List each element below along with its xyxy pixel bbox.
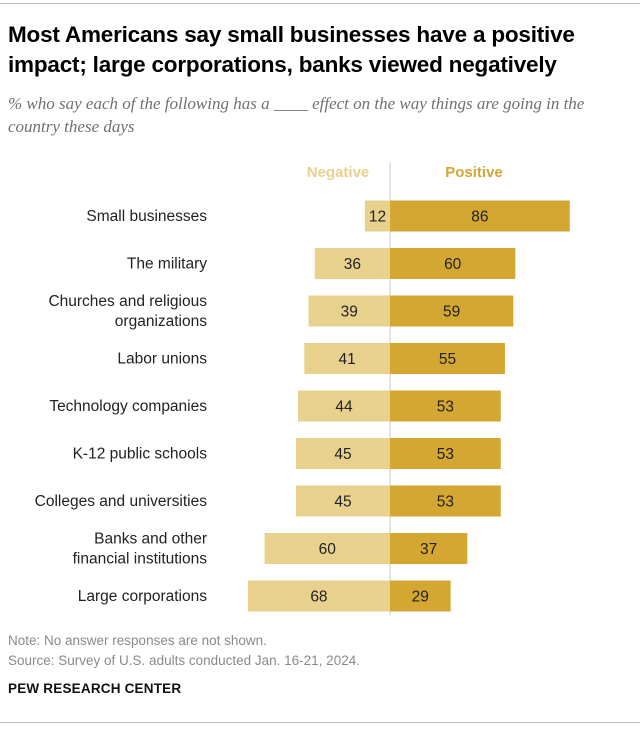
value-label-positive: 53 bbox=[437, 446, 454, 463]
bar-negative bbox=[295, 438, 390, 469]
value-label-negative: 39 bbox=[341, 304, 358, 321]
category-label: Large corporations bbox=[78, 588, 207, 605]
top-rule bbox=[0, 3, 640, 4]
legend-negative: Negative bbox=[307, 164, 370, 181]
value-label-positive: 37 bbox=[420, 541, 437, 558]
bar-negative bbox=[247, 580, 390, 612]
bar-negative bbox=[264, 533, 390, 564]
value-label-positive: 60 bbox=[444, 256, 462, 273]
value-label-negative: 36 bbox=[344, 256, 361, 273]
bar-positive bbox=[390, 438, 501, 469]
value-label-negative: 45 bbox=[334, 446, 351, 463]
bar-positive bbox=[390, 200, 570, 232]
value-label-negative: 68 bbox=[310, 589, 327, 606]
bar-negative bbox=[298, 390, 390, 422]
chart-title: Most Americans say small businesses have… bbox=[8, 22, 575, 77]
value-label-negative: 41 bbox=[339, 351, 356, 368]
bar-positive bbox=[390, 580, 451, 612]
category-label: Labor unions bbox=[117, 351, 207, 368]
bar-negative bbox=[364, 200, 390, 232]
note-text: Note: No answer responses are not shown. bbox=[8, 633, 267, 648]
value-label-positive: 86 bbox=[471, 209, 488, 226]
bar-negative bbox=[308, 295, 390, 327]
bottom-rule bbox=[0, 722, 640, 723]
value-label-negative: 60 bbox=[319, 541, 337, 558]
value-label-negative: 45 bbox=[334, 494, 351, 511]
brand-logo-text: PEW RESEARCH CENTER bbox=[8, 681, 182, 696]
category-label: Technology companies bbox=[49, 398, 207, 415]
value-label-positive: 55 bbox=[439, 351, 456, 368]
category-label: K-12 public schools bbox=[73, 446, 208, 463]
value-label-positive: 59 bbox=[443, 304, 460, 321]
category-label: financial institutions bbox=[73, 551, 208, 568]
category-label: Banks and other bbox=[94, 531, 207, 548]
value-label-negative: 44 bbox=[335, 399, 353, 416]
bar-negative bbox=[304, 343, 390, 374]
bar-positive bbox=[390, 295, 514, 327]
category-label: organizations bbox=[115, 313, 207, 330]
diverging-bar-chart: Negative Positive Small businesses 12 86 The … bbox=[35, 162, 570, 615]
value-label-positive: 53 bbox=[437, 399, 454, 416]
category-label: Small businesses bbox=[86, 208, 207, 225]
bar-positive bbox=[390, 343, 505, 374]
bar-negative bbox=[314, 248, 390, 279]
category-label: Colleges and universities bbox=[35, 493, 208, 510]
category-label: Churches and religious bbox=[48, 293, 207, 310]
bar-positive bbox=[390, 248, 516, 279]
value-label-positive: 53 bbox=[437, 494, 454, 511]
legend-positive: Positive bbox=[445, 164, 503, 181]
bar-positive bbox=[390, 533, 468, 564]
category-label: The military bbox=[127, 256, 207, 273]
value-label-negative: 12 bbox=[369, 209, 386, 226]
bar-positive bbox=[390, 485, 501, 517]
value-label-positive: 29 bbox=[412, 589, 429, 606]
source-text: Source: Survey of U.S. adults conducted … bbox=[8, 653, 360, 668]
bar-negative bbox=[295, 485, 390, 517]
chart-subtitle: % who say each of the following has a __… bbox=[8, 94, 585, 136]
bar-positive bbox=[390, 390, 501, 422]
